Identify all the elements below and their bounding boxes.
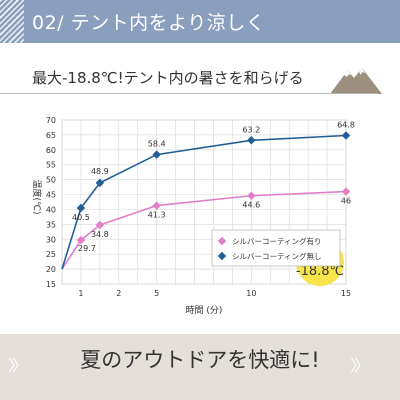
y-tick-label: 35 bbox=[46, 220, 56, 229]
y-tick-label: 45 bbox=[46, 191, 56, 200]
legend-marker bbox=[217, 251, 227, 261]
page-title: 02/ テント内をより涼しく bbox=[32, 12, 266, 34]
x-tick-label: 10 bbox=[246, 289, 256, 298]
data-point bbox=[76, 203, 86, 213]
data-label: 40.5 bbox=[72, 213, 90, 222]
footer-text: 夏のアウトドアを快適に! bbox=[80, 348, 320, 372]
y-tick-label: 40 bbox=[46, 205, 56, 214]
data-label: 63.2 bbox=[242, 125, 260, 134]
x-tick-label: 1 bbox=[78, 289, 83, 298]
y-tick-label: 70 bbox=[46, 116, 56, 125]
y-tick-label: 15 bbox=[46, 280, 56, 289]
y-tick-label: 60 bbox=[46, 146, 56, 155]
chevron-right-icon: 〉〉 bbox=[350, 356, 370, 375]
y-tick-label: 55 bbox=[46, 161, 56, 170]
data-point bbox=[76, 235, 86, 245]
x-tick-label: 5 bbox=[154, 289, 159, 298]
data-point bbox=[247, 191, 256, 200]
series-line bbox=[61, 190, 347, 270]
data-label: 29.7 bbox=[78, 244, 96, 253]
data-point bbox=[95, 178, 105, 188]
x-axis-label: 時間 (分) bbox=[186, 305, 223, 316]
y-tick-label: 50 bbox=[46, 176, 56, 185]
y-tick-label: 25 bbox=[46, 250, 56, 259]
x-tick-label: 2 bbox=[116, 289, 121, 298]
data-point bbox=[152, 201, 161, 210]
divider bbox=[0, 93, 378, 94]
data-point bbox=[341, 131, 351, 140]
y-tick-label: 65 bbox=[46, 131, 56, 140]
callout-line2: -18.8℃ bbox=[296, 264, 344, 279]
data-point bbox=[341, 187, 351, 196]
data-label: 64.8 bbox=[337, 121, 355, 130]
data-label: 34.8 bbox=[91, 230, 109, 239]
data-label: 48.9 bbox=[91, 167, 109, 176]
y-tick-label: 30 bbox=[46, 235, 56, 244]
series-line bbox=[61, 134, 347, 270]
diagonal-stripes-icon bbox=[0, 0, 24, 43]
y-axis-label: 温度(℃) bbox=[31, 179, 43, 214]
legend-marker bbox=[217, 236, 227, 246]
subtitle: 最大-18.8℃!テント内の暑さを和らげる bbox=[32, 69, 304, 87]
footer-bar bbox=[0, 334, 400, 400]
data-label: 41.3 bbox=[148, 211, 166, 220]
legend-label: シルバーコーティング有り bbox=[232, 236, 322, 246]
data-label: 44.6 bbox=[242, 201, 260, 210]
header-bar: 02/ テント内をより涼しく bbox=[0, 0, 400, 43]
y-tick-label: 20 bbox=[46, 265, 56, 274]
x-tick-label: 15 bbox=[341, 289, 351, 298]
legend-label: シルバーコーティング無し bbox=[232, 251, 322, 261]
chevron-right-icon: 〉〉 bbox=[8, 356, 28, 375]
mountain-icon bbox=[330, 68, 382, 94]
data-label: 46 bbox=[341, 197, 351, 206]
legend bbox=[211, 229, 341, 267]
data-label: 58.4 bbox=[148, 140, 166, 149]
data-point bbox=[95, 220, 105, 230]
